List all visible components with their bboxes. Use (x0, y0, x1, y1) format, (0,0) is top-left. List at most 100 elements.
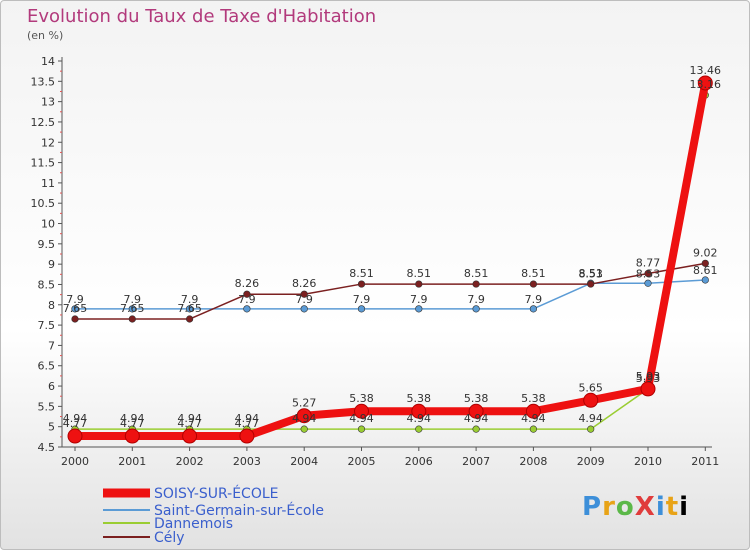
data-label: 7.65 (63, 302, 88, 315)
data-point (243, 290, 251, 298)
data-label: 4.94 (120, 412, 145, 425)
data-label: 7.9 (66, 293, 84, 306)
y-tick-label: 7 (48, 339, 55, 352)
data-label: 7.65 (120, 302, 145, 315)
y-tick-label: 10.5 (31, 197, 56, 210)
x-tick-label: 2007 (462, 455, 490, 468)
y-tick-label: 5.5 (38, 400, 56, 413)
series-line-saint-germain-sur-cole (74, 279, 707, 310)
data-label: 4.77 (120, 417, 145, 430)
data-label: 8.77 (636, 257, 661, 270)
data-label: 4.77 (177, 417, 202, 430)
data-label: 5.93 (636, 372, 661, 385)
x-tick-label: 2001 (118, 455, 146, 468)
data-point (354, 403, 369, 419)
data-label: 7.9 (124, 293, 142, 306)
data-point (357, 305, 366, 313)
data-point (701, 276, 709, 284)
data-point (300, 290, 308, 298)
proxiti-logo: ProXiti (582, 492, 690, 522)
data-point (587, 280, 595, 288)
data-label: 8.53 (636, 267, 661, 280)
data-label: 5.65 (578, 381, 603, 394)
data-point (529, 425, 538, 433)
data-label: 8.53 (578, 267, 603, 280)
x-tick-label: 2008 (519, 455, 547, 468)
data-label: 8.61 (693, 264, 718, 277)
data-label: 7.9 (353, 293, 371, 306)
data-point (300, 305, 308, 313)
y-tick-label: 8 (48, 299, 55, 312)
data-label: 4.77 (235, 417, 260, 430)
x-tick-label: 2002 (176, 455, 204, 468)
data-label: 8.51 (349, 267, 374, 280)
data-point (644, 279, 652, 287)
legend-label: SOISY-SUR-ÉCOLE (154, 485, 279, 502)
data-label: 4.94 (407, 412, 432, 425)
data-label: 4.94 (464, 412, 489, 425)
y-tick-label: 12 (41, 136, 55, 149)
data-label: 5.38 (407, 392, 432, 405)
data-point (697, 75, 713, 91)
data-point (640, 381, 656, 397)
data-point (186, 305, 194, 313)
y-tick-label: 5 (48, 421, 55, 434)
data-point (587, 425, 595, 433)
x-tick-label: 2004 (290, 455, 318, 468)
x-tick-label: 2005 (348, 455, 376, 468)
x-tick-label: 2011 (691, 455, 719, 468)
data-label: 7.9 (410, 293, 428, 306)
data-point (296, 408, 312, 424)
data-point (186, 315, 194, 323)
data-label: 13.46 (690, 64, 722, 77)
data-label: 4.94 (292, 412, 317, 425)
x-tick-label: 2010 (634, 455, 662, 468)
series-line-dannemois (74, 94, 707, 430)
data-point (468, 403, 484, 419)
y-tick-label: 4.5 (38, 441, 56, 454)
data-point (243, 305, 251, 313)
data-point (583, 392, 599, 408)
y-tick-label: 10 (41, 218, 55, 231)
x-tick-label: 2006 (405, 455, 433, 468)
series-line-soisy-sur-cole (71, 78, 710, 441)
data-point (128, 315, 136, 323)
data-point (529, 305, 538, 313)
data-label: 8.51 (464, 267, 489, 280)
data-point (124, 428, 140, 444)
data-label: 8.26 (235, 277, 260, 290)
y-tick-label: 13 (41, 96, 55, 109)
data-point (644, 269, 652, 278)
data-point (357, 425, 366, 433)
data-label: 7.9 (295, 293, 313, 306)
data-point (67, 428, 83, 444)
data-label: 4.77 (63, 417, 88, 430)
data-point (300, 425, 308, 433)
y-tick-label: 9.5 (38, 238, 56, 251)
data-point (128, 305, 136, 313)
y-tick-label: 12.5 (31, 116, 56, 129)
y-tick-label: 11 (41, 177, 55, 190)
data-label: 4.94 (349, 412, 374, 425)
legend-label: Cély (154, 530, 185, 546)
data-point (71, 305, 79, 313)
data-point (472, 280, 480, 288)
data-label: 5.38 (349, 392, 374, 405)
data-point (182, 428, 198, 444)
data-label: 8.51 (521, 267, 546, 280)
data-point (472, 425, 480, 433)
data-point (415, 305, 423, 313)
data-label: 5.38 (521, 392, 546, 405)
data-point (525, 403, 541, 419)
data-point (357, 280, 366, 288)
data-label: 7.9 (525, 293, 543, 306)
data-label: 8.51 (578, 267, 603, 280)
y-tick-label: 9 (48, 258, 55, 271)
data-label: 7.65 (177, 302, 202, 315)
data-point (701, 259, 709, 267)
data-label: 5.38 (464, 392, 489, 405)
data-point (411, 403, 427, 419)
chart-subtitle: (en %) (27, 29, 64, 42)
